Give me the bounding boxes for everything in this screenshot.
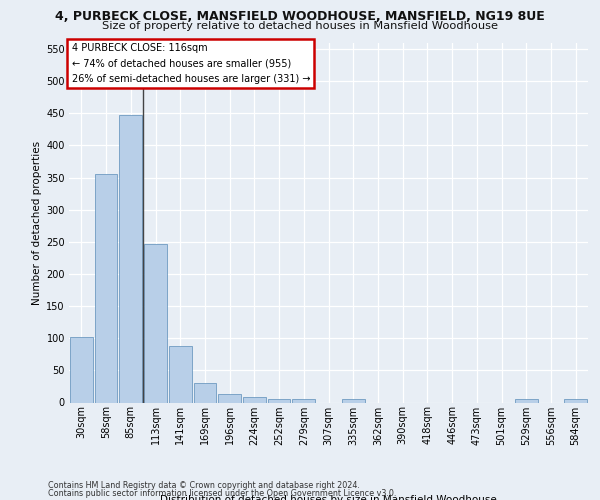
Bar <box>243 396 266 402</box>
Bar <box>268 398 290 402</box>
Bar <box>95 174 118 402</box>
Bar <box>70 337 93 402</box>
Text: 4, PURBECK CLOSE, MANSFIELD WOODHOUSE, MANSFIELD, NG19 8UE: 4, PURBECK CLOSE, MANSFIELD WOODHOUSE, M… <box>55 10 545 23</box>
Bar <box>119 115 142 403</box>
Bar <box>218 394 241 402</box>
Bar <box>292 400 315 402</box>
Text: 4 PURBECK CLOSE: 116sqm
← 74% of detached houses are smaller (955)
26% of semi-d: 4 PURBECK CLOSE: 116sqm ← 74% of detache… <box>71 43 310 84</box>
Bar <box>194 383 216 402</box>
Bar <box>564 400 587 402</box>
Bar <box>144 244 167 402</box>
Bar <box>342 398 365 402</box>
Y-axis label: Number of detached properties: Number of detached properties <box>32 140 42 304</box>
Bar <box>169 346 191 403</box>
Text: Contains public sector information licensed under the Open Government Licence v3: Contains public sector information licen… <box>48 488 397 498</box>
Text: Size of property relative to detached houses in Mansfield Woodhouse: Size of property relative to detached ho… <box>102 21 498 31</box>
Bar <box>515 400 538 402</box>
Text: Contains HM Land Registry data © Crown copyright and database right 2024.: Contains HM Land Registry data © Crown c… <box>48 481 360 490</box>
X-axis label: Distribution of detached houses by size in Mansfield Woodhouse: Distribution of detached houses by size … <box>160 495 497 500</box>
